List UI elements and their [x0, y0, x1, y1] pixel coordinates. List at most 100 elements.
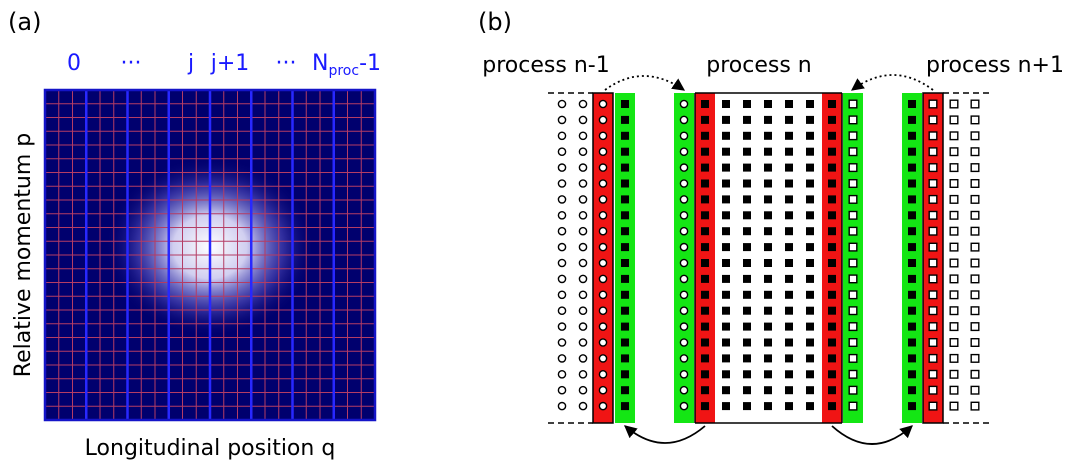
filled-square-marker: [806, 322, 814, 331]
filled-square-marker: [806, 115, 814, 124]
filled-square-marker: [908, 402, 916, 411]
open-square-marker: [848, 322, 858, 332]
open-square-marker: [928, 258, 938, 268]
filled-square-marker: [806, 131, 814, 140]
open-circle-marker: [679, 369, 689, 379]
open-square-marker: [928, 338, 938, 348]
filled-square-marker: [743, 131, 751, 140]
filled-square-marker: [722, 386, 730, 395]
open-square-marker: [928, 306, 938, 316]
filled-square-marker: [806, 274, 814, 283]
filled-square-marker: [908, 386, 916, 395]
open-circle-marker: [578, 99, 588, 109]
open-square-marker: [928, 242, 938, 252]
filled-square-marker: [908, 338, 916, 347]
index-label-j: j: [187, 51, 194, 76]
open-square-marker: [848, 210, 858, 220]
open-square-marker: [970, 338, 980, 348]
filled-square-marker: [908, 227, 916, 236]
open-square-marker: [928, 290, 938, 300]
open-circle-marker: [598, 226, 608, 236]
open-circle-marker: [578, 131, 588, 141]
filled-square-marker: [908, 211, 916, 220]
filled-square-marker: [828, 306, 836, 315]
open-square-marker: [949, 353, 959, 363]
filled-square-marker: [806, 163, 814, 172]
filled-square-marker: [764, 290, 772, 299]
filled-square-marker: [722, 131, 730, 140]
arrow-top-left: [604, 75, 686, 91]
filled-square-marker: [764, 402, 772, 411]
filled-square-marker: [701, 131, 709, 140]
open-square-marker: [949, 115, 959, 125]
open-square-marker: [848, 338, 858, 348]
filled-square-marker: [722, 115, 730, 124]
open-circle-marker: [598, 322, 608, 331]
filled-square-marker: [701, 338, 709, 347]
filled-square-marker: [621, 402, 629, 411]
open-square-marker: [970, 194, 980, 204]
nproc-base: N: [312, 51, 328, 76]
open-circle-marker: [557, 147, 567, 156]
filled-square-marker: [701, 211, 709, 220]
grid-frame: [43, 88, 377, 422]
open-circle-marker: [679, 99, 689, 109]
open-square-marker: [970, 274, 980, 284]
index-label-nproc: Nproc-1: [312, 51, 381, 79]
open-circle-marker: [679, 354, 689, 363]
open-circle-marker: [557, 354, 567, 363]
filled-square-marker: [743, 386, 751, 395]
open-circle-marker: [557, 290, 567, 300]
nproc-suffix: -1: [359, 51, 381, 76]
open-square-marker: [949, 194, 959, 204]
filled-square-marker: [701, 402, 709, 411]
arrow-top-right: [850, 74, 934, 91]
open-circle-marker: [578, 401, 588, 411]
open-circle-marker: [557, 99, 567, 109]
open-circle-marker: [679, 195, 689, 204]
open-square-marker: [970, 401, 980, 411]
process-label-n-minus-1: process n-1: [482, 53, 609, 78]
open-square-marker: [970, 322, 980, 332]
open-circle-marker: [557, 115, 567, 125]
strip-green-center-left: [674, 93, 694, 423]
filled-square-marker: [785, 211, 793, 220]
open-square-marker: [928, 163, 938, 173]
filled-square-marker: [785, 131, 793, 140]
filled-square-marker: [743, 115, 751, 124]
process-label-n: process n: [706, 53, 811, 78]
filled-square-marker: [764, 306, 772, 315]
filled-square-marker: [743, 100, 751, 108]
filled-square-marker: [785, 259, 793, 267]
open-circle-marker: [557, 385, 567, 395]
open-circle-marker: [598, 115, 608, 125]
filled-square-marker: [806, 227, 814, 236]
open-square-marker: [970, 385, 980, 395]
filled-square-marker: [743, 195, 751, 204]
open-square-marker: [970, 163, 980, 173]
filled-square-marker: [621, 354, 629, 363]
open-square-marker: [949, 210, 959, 220]
open-circle-marker: [557, 131, 567, 141]
filled-square-marker: [828, 274, 836, 283]
filled-square-marker: [722, 195, 730, 204]
domain-boundaries: [548, 92, 990, 424]
open-circle-marker: [557, 338, 567, 347]
filled-square-marker: [828, 163, 836, 172]
open-circle-marker: [679, 401, 689, 411]
open-circle-marker: [578, 210, 588, 220]
open-square-marker: [949, 369, 959, 379]
filled-square-marker: [722, 211, 730, 220]
open-circle-marker: [679, 385, 689, 395]
open-circle-marker: [557, 369, 567, 379]
open-circle-marker: [598, 210, 608, 220]
process-index-labels: 0 ··· j j+1 ··· Nproc-1: [67, 51, 381, 79]
filled-square-marker: [722, 100, 730, 108]
filled-square-marker: [621, 179, 629, 188]
filled-square-marker: [806, 354, 814, 363]
strip-green-center-right: [843, 93, 863, 423]
open-circle-marker: [578, 322, 588, 331]
filled-square-marker: [701, 322, 709, 331]
open-square-marker: [928, 99, 938, 109]
open-square-marker: [848, 115, 858, 125]
